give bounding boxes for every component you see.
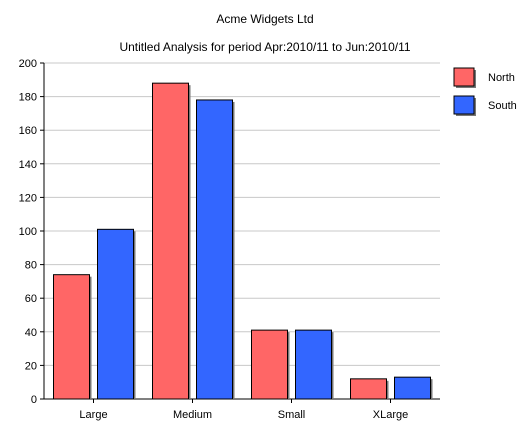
y-tick-label: 200	[19, 58, 37, 70]
legend: North South	[453, 67, 517, 116]
legend-swatch-north	[453, 67, 475, 87]
chart-subtitle: Untitled Analysis for period Apr:2010/11…	[119, 40, 410, 54]
y-tick-label: 160	[19, 125, 37, 137]
bar-north-xlarge	[350, 378, 387, 400]
chart-title: Acme Widgets Ltd	[216, 12, 313, 26]
y-tick-label: 140	[19, 159, 37, 171]
legend-label-south: South	[488, 100, 517, 112]
axes: 0 20 40 60 80 100 120 140 160 180 200 Large Medium Sm…	[19, 58, 440, 421]
y-tick-label: 0	[31, 394, 37, 406]
y-tick-label: 20	[25, 360, 37, 372]
y-tick-label: 180	[19, 92, 37, 104]
bar-south-xlarge	[394, 376, 431, 400]
bar-south-small	[295, 329, 332, 400]
y-tick-label: 120	[19, 192, 37, 204]
bar-north-small	[251, 329, 288, 400]
x-tick-label: XLarge	[373, 409, 408, 421]
bar-south-medium	[196, 99, 233, 400]
y-tick-label: 60	[25, 293, 37, 305]
legend-label-north: North	[488, 72, 515, 84]
bar-north-medium	[152, 82, 189, 400]
bar-south-large	[97, 228, 134, 400]
y-tick-label: 40	[25, 327, 37, 339]
x-tick-label: Medium	[173, 409, 212, 421]
bar-north-large	[53, 274, 90, 400]
x-tick-label: Small	[278, 409, 306, 421]
x-tick-label: Large	[79, 409, 107, 421]
legend-swatch-south	[453, 95, 475, 115]
bars	[53, 82, 433, 400]
y-tick-label: 80	[25, 260, 37, 272]
y-tick-label: 100	[19, 226, 37, 238]
